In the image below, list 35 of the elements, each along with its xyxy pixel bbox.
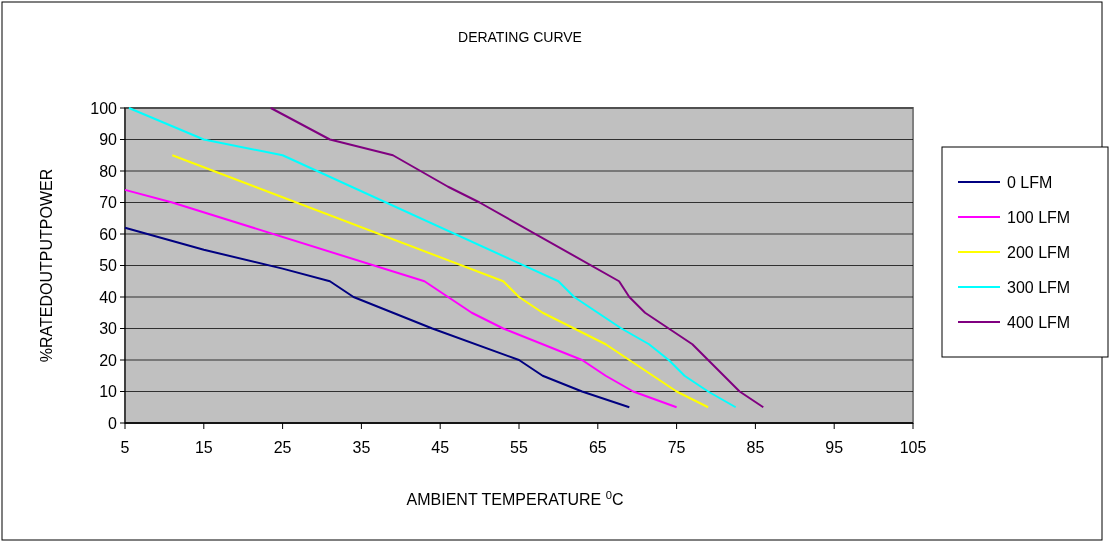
x-tick-label: 45 — [431, 439, 450, 456]
y-tick-label: 60 — [99, 225, 118, 243]
x-tick-label: 55 — [510, 439, 528, 456]
legend-label: 0 LFM — [1007, 173, 1053, 191]
x-tick-label: 105 — [899, 439, 927, 456]
line-series — [171, 154, 710, 409]
x-axis-title: AMBIENT TEMPERATURE $^{0}$C — [406, 489, 624, 508]
x-tick-label: 85 — [746, 439, 765, 456]
y-tick-label: 100 — [90, 99, 118, 117]
y-axis-title: %RATEDOUTPUTPOWER — [38, 168, 55, 363]
legend-label: 100 LFM — [1007, 208, 1071, 226]
line-series — [127, 107, 737, 409]
y-tick-label: 50 — [99, 257, 118, 275]
y-tick-label: 0 — [108, 414, 118, 432]
x-tick-label: 5 — [120, 439, 130, 456]
x-tick-label: 75 — [667, 439, 686, 456]
legend-label: 400 LFM — [1007, 313, 1071, 331]
chart-title: DERATING CURVE — [458, 29, 582, 45]
x-tick-label: 25 — [273, 439, 292, 456]
x-tick-label: 15 — [194, 439, 213, 456]
y-tick-label: 10 — [99, 383, 118, 401]
y-tick-label: 30 — [99, 320, 118, 338]
line-series — [124, 226, 631, 409]
y-tick-label: 80 — [99, 162, 118, 180]
x-tick-label: 95 — [825, 439, 844, 456]
y-tick-label: 20 — [99, 351, 118, 369]
y-tick-label: 70 — [99, 194, 118, 212]
y-tick-label: 40 — [99, 288, 118, 306]
line-series — [269, 107, 765, 409]
y-tick-label: 90 — [99, 131, 118, 149]
x-tick-label: 65 — [588, 439, 607, 456]
legend-label: 300 LFM — [1007, 278, 1071, 296]
x-tick-label: 35 — [352, 439, 371, 456]
line-series — [124, 188, 678, 409]
legend-label: 200 LFM — [1007, 243, 1071, 261]
